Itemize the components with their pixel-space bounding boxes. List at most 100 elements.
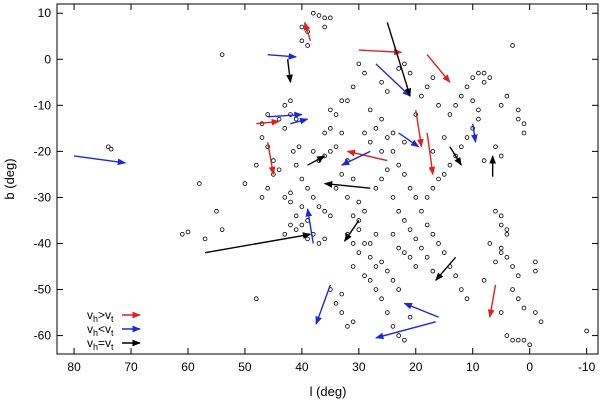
velocity-arrow: [340, 150, 371, 166]
scatter-point: [413, 195, 419, 200]
velocity-arrow: [290, 117, 309, 125]
scatter-point: [356, 218, 362, 223]
scatter-point: [419, 245, 424, 251]
scatter-point: [293, 213, 299, 219]
scatter-point: [390, 130, 396, 136]
scatter-point: [322, 208, 327, 214]
scatter-point: [367, 107, 373, 113]
scatter-point: [296, 144, 302, 150]
scatter-point: [288, 190, 293, 196]
scatter-point: [396, 208, 401, 214]
y-tick-label: 0: [44, 52, 51, 66]
legend-label: vh=vt: [87, 336, 114, 352]
scatter-point: [470, 98, 476, 104]
scatter-point: [396, 66, 401, 71]
scatter-point: [339, 172, 345, 177]
scatter-point: [402, 172, 407, 177]
scatter-point: [533, 259, 538, 265]
velocity-arrow: [449, 146, 462, 166]
scatter-point: [219, 52, 225, 57]
scatter-point: [384, 268, 390, 274]
scatter-point: [350, 84, 356, 90]
scatter-point: [413, 264, 419, 269]
velocity-arrow: [426, 54, 451, 83]
scatter-point: [254, 296, 259, 302]
velocity-arrow: [315, 284, 332, 325]
scatter-point: [254, 162, 259, 168]
scatter-point: [316, 241, 322, 246]
x-tick-label: 50: [238, 360, 252, 374]
velocity-arrow: [403, 302, 439, 318]
velocity-arrow: [73, 155, 127, 166]
scatter-point: [476, 116, 481, 122]
y-tick-label: -40: [34, 236, 52, 250]
velocity-arrow: [346, 149, 388, 162]
x-tick-label: 10: [466, 360, 480, 374]
scatter-point: [310, 195, 316, 200]
scatter-point: [447, 162, 453, 168]
scatter-point: [498, 213, 504, 219]
scatter-point: [504, 231, 510, 237]
scatter-point: [345, 195, 350, 200]
scatter-point: [384, 310, 390, 315]
scatter-point: [464, 135, 470, 140]
scatter-point: [367, 241, 373, 246]
scatter-point: [521, 130, 527, 136]
scatter-point: [384, 135, 390, 140]
x-tick-label: -10: [578, 360, 596, 374]
scatter-point: [521, 337, 527, 343]
scatter-point: [288, 222, 293, 228]
data-points: [105, 10, 589, 348]
scatter-point: [498, 245, 504, 251]
scatter-point: [487, 75, 493, 80]
scatter-point: [402, 218, 407, 223]
scatter-point: [316, 204, 322, 209]
velocity-arrow: [267, 111, 303, 119]
scatter-point: [459, 93, 464, 99]
velocity-arrow: [358, 48, 403, 56]
scatter-point: [396, 245, 401, 251]
x-tick-label: 30: [352, 360, 366, 374]
x-tick-label: 60: [181, 360, 195, 374]
scatter-point: [350, 241, 356, 246]
scatter-point: [202, 236, 208, 242]
scatter-point: [108, 146, 114, 152]
scatter-point: [373, 185, 379, 191]
scatter-point: [316, 13, 322, 18]
scatter-point: [510, 337, 515, 343]
scatter-point: [441, 172, 447, 177]
scatter-point: [424, 84, 430, 90]
scatter-point: [481, 79, 487, 85]
scatter-point: [356, 199, 362, 205]
scatter-point: [373, 126, 379, 131]
scatter-point: [333, 301, 339, 306]
scatter-point: [510, 264, 515, 269]
y-tick-label: 10: [38, 6, 52, 20]
legend-label: vh>vt: [87, 308, 114, 324]
velocity-arrow: [344, 220, 360, 242]
scatter-point: [350, 213, 356, 219]
scatter-point: [447, 112, 453, 117]
scatter-point: [407, 185, 413, 191]
scatter-point: [288, 199, 293, 205]
scatter-point: [299, 222, 305, 228]
scatter-point: [259, 135, 265, 140]
scatter-point: [402, 61, 407, 67]
scatter-point: [504, 254, 510, 260]
scatter-point: [322, 15, 327, 21]
scatter-point: [282, 103, 288, 108]
scatter-point: [259, 195, 265, 200]
scatter-point: [481, 278, 487, 283]
x-tick-label: 80: [67, 360, 81, 374]
velocity-arrow: [204, 232, 312, 254]
scatter-point: [533, 310, 538, 315]
scatter-point: [384, 167, 390, 173]
scatter-point: [430, 231, 436, 237]
x-tick-label: 40: [295, 360, 309, 374]
scatter-point: [339, 130, 345, 136]
scatter-point: [328, 213, 333, 219]
x-axis-title: l (deg): [310, 384, 347, 399]
scatter-point: [453, 103, 458, 108]
scatter-point: [396, 162, 401, 168]
scatter-point: [419, 93, 424, 99]
